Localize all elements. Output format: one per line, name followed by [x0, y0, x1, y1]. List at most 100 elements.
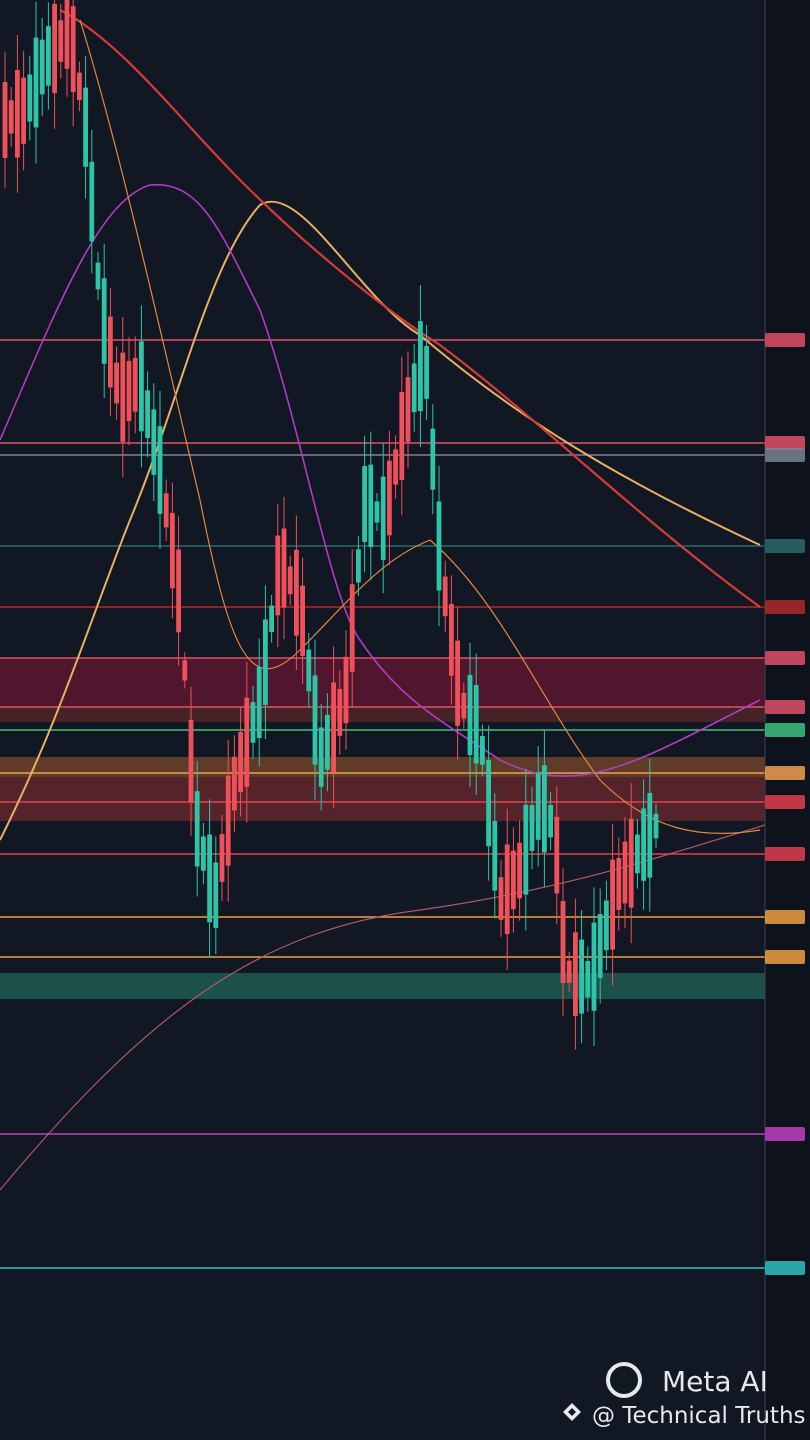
candle-body	[628, 818, 634, 908]
candle-body	[300, 585, 305, 656]
candle-body	[411, 363, 417, 413]
candle-body	[225, 775, 231, 866]
long-ma	[0, 824, 766, 1191]
level-tag	[765, 333, 805, 347]
candle-body	[418, 321, 423, 412]
candle-body	[573, 932, 578, 1017]
candle-body	[139, 341, 144, 432]
level-tag	[765, 651, 805, 665]
candle-body	[238, 731, 243, 793]
candle-body	[467, 674, 473, 756]
candle-body	[325, 714, 330, 770]
candle-body	[529, 805, 535, 851]
ma-orange	[79, 19, 761, 835]
candle-body	[170, 512, 175, 589]
candle-body	[244, 697, 250, 787]
candle-body	[232, 756, 237, 811]
candle-body	[281, 528, 287, 608]
candle-body	[157, 426, 163, 514]
candle-body	[362, 466, 367, 542]
candle-body	[430, 428, 436, 490]
candle-body	[653, 813, 659, 839]
zones	[0, 658, 765, 999]
candle-body	[374, 501, 380, 523]
candle-body	[95, 262, 101, 290]
candle-body	[566, 960, 572, 983]
candle-body	[182, 660, 188, 681]
level-tag	[765, 436, 805, 450]
candle-body	[585, 961, 591, 998]
candle-body	[616, 858, 622, 910]
candle-body	[46, 26, 51, 86]
level-tag	[765, 1261, 805, 1275]
brand: Meta AI	[662, 1365, 768, 1398]
candle-body	[498, 877, 504, 920]
ma-red	[59, 9, 761, 608]
candle-body	[473, 685, 479, 764]
candle-body	[83, 87, 88, 167]
level-tag	[765, 795, 805, 809]
candle-body	[145, 390, 150, 439]
candle-body	[442, 576, 448, 617]
candle-body	[597, 914, 603, 978]
candle-body	[318, 727, 324, 787]
candle-body	[70, 6, 76, 93]
candles	[2, 0, 659, 1050]
candle-body	[21, 77, 26, 144]
price-axis	[764, 0, 810, 1440]
meta-logo	[606, 1362, 642, 1398]
candle-body	[641, 808, 646, 881]
candle-body	[405, 377, 411, 442]
zone	[0, 777, 765, 821]
candle-body	[58, 20, 64, 62]
candle-body	[114, 362, 119, 404]
level-tag	[765, 448, 805, 462]
candle-body	[424, 345, 429, 399]
level-tag	[765, 1127, 805, 1141]
candle-body	[263, 619, 268, 705]
candle-body	[101, 278, 107, 364]
resistance-zone	[0, 658, 765, 706]
candle-body	[455, 640, 460, 726]
candle-body	[535, 772, 541, 840]
candle-body	[250, 702, 256, 743]
candle-body	[356, 549, 361, 583]
support-zone	[0, 973, 765, 999]
candle-body	[151, 409, 157, 475]
candle-body	[647, 792, 653, 878]
candle-body	[188, 719, 194, 803]
candle-body	[622, 841, 628, 904]
candle-body	[560, 901, 566, 983]
candle-body	[504, 844, 510, 934]
candle-body	[287, 566, 293, 595]
candle-body	[275, 535, 281, 616]
price-tags	[765, 333, 805, 1275]
candle-body	[163, 493, 169, 528]
candle-body	[380, 476, 386, 560]
candle-body	[126, 360, 132, 422]
watermark: Meta AI @ Technical Truths	[563, 1362, 806, 1429]
candle-body	[219, 834, 225, 882]
candle-body	[294, 549, 299, 636]
candle-body	[77, 72, 82, 101]
candle-body	[64, 0, 70, 69]
candle-body	[517, 842, 522, 899]
candle-body	[387, 460, 392, 536]
candle-body	[548, 805, 553, 838]
candle-body	[306, 649, 312, 692]
candle-body	[492, 821, 498, 891]
level-tag	[765, 600, 805, 614]
level-tag	[765, 847, 805, 861]
candle-body	[331, 682, 336, 773]
candle-body	[89, 161, 95, 242]
candle-body	[39, 39, 45, 95]
candle-body	[337, 689, 343, 736]
resistance-zone	[0, 706, 765, 722]
level-tag	[765, 700, 805, 714]
candle-body	[207, 834, 212, 923]
level-tag	[765, 766, 805, 780]
candle-body	[27, 74, 33, 122]
candle-body	[194, 791, 200, 867]
level-tag	[765, 910, 805, 924]
